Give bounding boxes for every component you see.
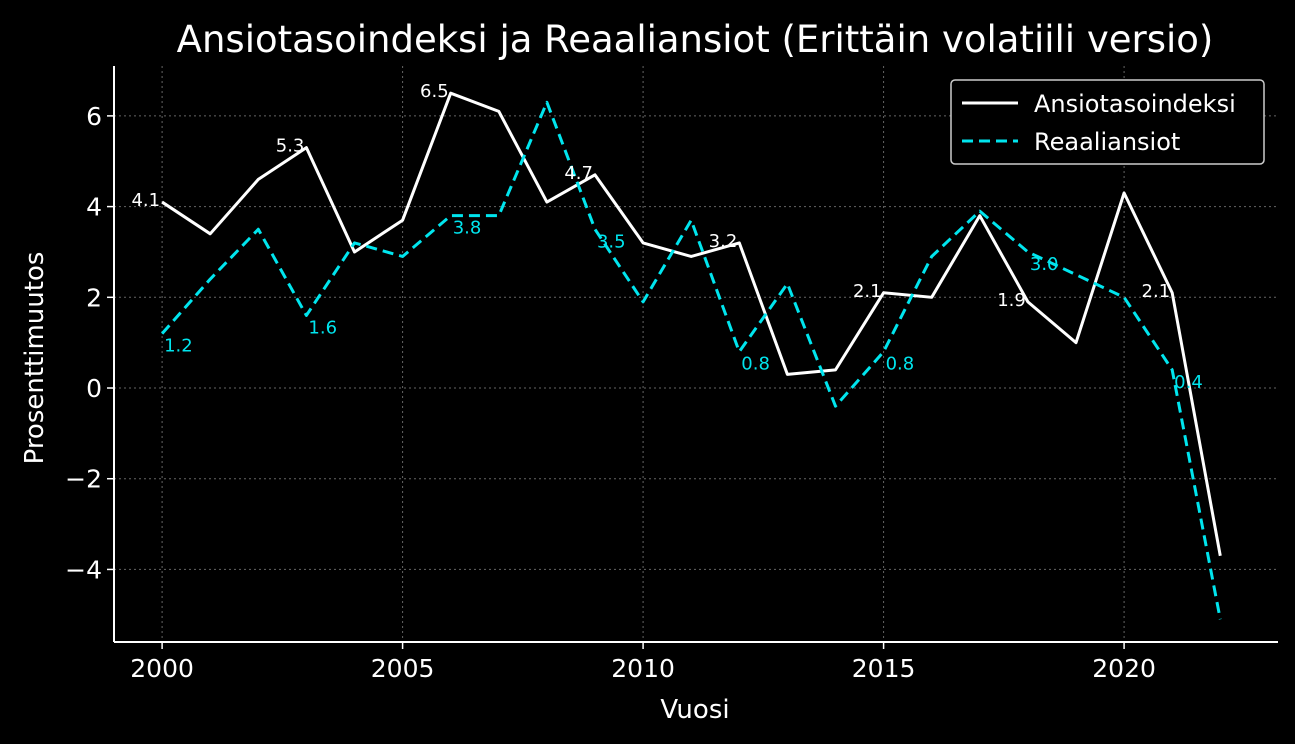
x-tick-label: 2015 <box>852 654 916 683</box>
y-tick-label: −4 <box>65 555 102 584</box>
legend: Ansiotasoindeksi Reaaliansiot <box>950 79 1265 165</box>
series-line-ansiotasoindeksi <box>161 91 1222 557</box>
axes <box>113 66 1278 643</box>
y-axis-label: Prosenttimuutos <box>20 252 50 465</box>
x-axis-ticks: 2000 2005 2010 2015 2020 <box>130 642 1156 683</box>
data-label: 2.1 <box>853 281 882 302</box>
data-label: 0.4 <box>1174 372 1203 393</box>
y-tick-label: 6 <box>86 102 102 131</box>
data-label: 4.1 <box>131 190 160 211</box>
data-label: 0.8 <box>886 354 915 375</box>
data-label: 3.2 <box>709 231 738 252</box>
data-label: 2.1 <box>1142 281 1171 302</box>
legend-label-ansiotasoindeksi: Ansiotasoindeksi <box>1034 90 1236 118</box>
data-label: 1.9 <box>997 290 1026 311</box>
series-lines <box>160 91 1222 620</box>
x-tick-label: 2000 <box>130 654 194 683</box>
y-tick-label: 4 <box>86 193 102 222</box>
data-label: 1.2 <box>164 336 193 357</box>
x-tick-label: 2005 <box>371 654 435 683</box>
data-labels: 4.1 5.3 6.5 4.7 3.2 2.1 1.9 2.1 1.2 1.6 3.8 3.5 0.8 0… <box>131 81 1202 393</box>
x-axis-label: Vuosi <box>660 695 729 725</box>
data-label: 0.8 <box>741 354 770 375</box>
data-label: 3.0 <box>1030 254 1059 275</box>
data-label: 3.8 <box>453 218 482 239</box>
chart-title: Ansiotasoindeksi ja Reaaliansiot (Erittä… <box>177 18 1214 61</box>
y-tick-label: −2 <box>65 465 102 494</box>
legend-box <box>950 79 1265 165</box>
y-axis-ticks: −4 −2 0 2 4 6 <box>65 102 114 584</box>
x-tick-label: 2020 <box>1092 654 1156 683</box>
x-tick-label: 2010 <box>611 654 675 683</box>
data-label: 6.5 <box>420 81 449 102</box>
data-label: 1.6 <box>308 317 337 338</box>
series-line-reaaliansiot <box>160 100 1222 620</box>
data-label: 5.3 <box>276 136 305 157</box>
y-tick-label: 0 <box>86 374 102 403</box>
legend-label-reaaliansiot: Reaaliansiot <box>1034 128 1180 156</box>
data-label: 3.5 <box>597 231 626 252</box>
y-tick-label: 2 <box>86 283 102 312</box>
data-label: 4.7 <box>564 163 593 184</box>
